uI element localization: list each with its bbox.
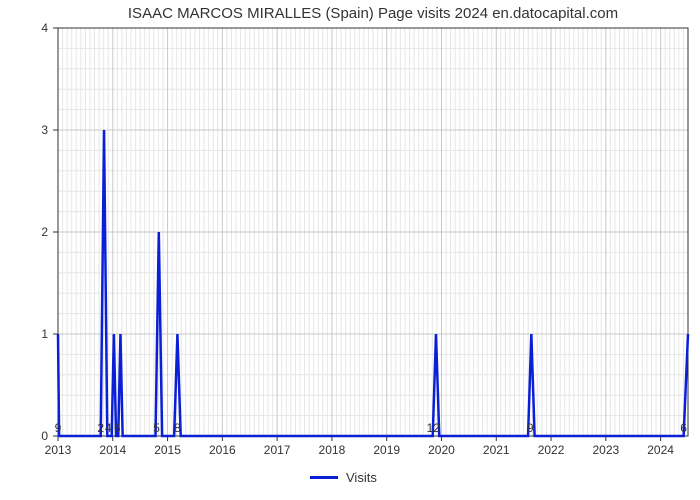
x-tick-label: 2018 (319, 443, 346, 457)
legend-label: Visits (346, 470, 377, 485)
point-label: 6 (114, 421, 121, 435)
point-label: 5 (153, 421, 160, 435)
y-tick-label: 3 (41, 123, 48, 137)
x-tick-label: 2017 (264, 443, 291, 457)
x-tick-label: 2019 (373, 443, 400, 457)
point-label: 8 (174, 421, 181, 435)
visits-line-chart: 0123420132014201520162017201820192020202… (0, 0, 700, 500)
y-tick-label: 0 (41, 429, 48, 443)
x-tick-label: 2022 (538, 443, 565, 457)
point-label: 4 (105, 421, 112, 435)
legend-swatch (310, 476, 338, 479)
y-tick-label: 2 (41, 225, 48, 239)
point-label: 6 (680, 421, 687, 435)
point-label: 2 (97, 421, 104, 435)
x-tick-label: 2015 (154, 443, 181, 457)
x-tick-label: 2016 (209, 443, 236, 457)
y-tick-label: 1 (41, 327, 48, 341)
x-tick-label: 2023 (592, 443, 619, 457)
y-tick-label: 4 (41, 21, 48, 35)
x-tick-label: 2013 (45, 443, 72, 457)
point-label: 12 (427, 421, 441, 435)
x-tick-label: 2024 (647, 443, 674, 457)
point-label: 9 (527, 421, 534, 435)
x-tick-label: 2014 (99, 443, 126, 457)
x-tick-label: 2021 (483, 443, 510, 457)
x-tick-label: 2020 (428, 443, 455, 457)
point-label: 9 (55, 421, 62, 435)
chart-container: { "chart": { "type": "line", "title": "I… (0, 0, 700, 500)
chart-title: ISAAC MARCOS MIRALLES (Spain) Page visit… (128, 5, 618, 22)
